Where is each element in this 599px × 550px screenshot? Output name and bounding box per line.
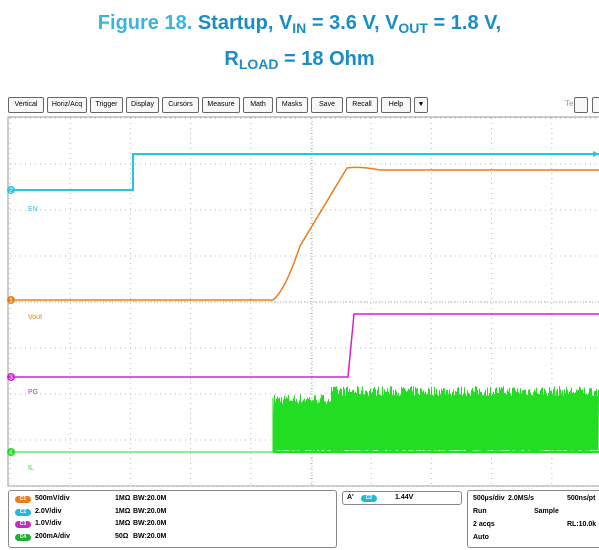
title-sub: LOAD (239, 56, 279, 72)
title-part: Startup, V (198, 12, 292, 34)
title-line2: RLOAD = 18 Ohm (0, 48, 599, 72)
channel-badge: C2 (15, 509, 31, 516)
title-part: R (224, 48, 238, 70)
menu-button[interactable]: Save (311, 97, 343, 113)
channel-badge: C1 (15, 496, 31, 503)
trigger-box: A' C2 1.44V (342, 491, 462, 505)
channel-marker-label: 2 (9, 188, 13, 195)
channel-impedance: 1MΩ (115, 520, 130, 527)
channel-bandwidth: BW:20.0M (133, 520, 166, 527)
channel-scale: 1.0V/div (35, 520, 61, 527)
channel-badge: C3 (15, 521, 31, 528)
menu-button[interactable]: Cursors (162, 97, 199, 113)
timebase-record: RL:10.0k (567, 521, 596, 528)
menu-button[interactable]: Recall (346, 97, 378, 113)
title-sub: OUT (398, 20, 428, 36)
timebase-state: Run (473, 508, 487, 515)
channel-label: PG (28, 389, 38, 396)
channel-label: IL (28, 465, 34, 472)
channel-bandwidth: BW:20.0M (133, 495, 166, 502)
title-part: = 18 Ohm (278, 48, 374, 70)
title-part: = 1.8 V, (428, 12, 501, 34)
menu-button[interactable]: Masks (276, 97, 308, 113)
timebase-rate: 2.0MS/s (508, 495, 534, 502)
channel-label: EN (28, 206, 38, 213)
channel-impedance: 50Ω (115, 533, 128, 540)
menu-button[interactable]: Vertical (8, 97, 44, 113)
channel-scale: 200mA/div (35, 533, 70, 540)
menu-button[interactable]: Display (126, 97, 159, 113)
channel-impedance: 1MΩ (115, 495, 130, 502)
timebase-acqs: 2 acqs (473, 521, 495, 528)
title-sub: IN (292, 20, 306, 36)
figure-number: Figure 18. (98, 12, 192, 34)
timebase-scale: 500µs/div (473, 495, 505, 502)
menu-button[interactable]: Trigger (90, 97, 123, 113)
menu-button[interactable]: Math (243, 97, 273, 113)
channel-marker-label: 3 (9, 375, 13, 382)
title-line1: Figure 18. Startup, VIN = 3.6 V, VOUT = … (0, 12, 599, 36)
trigger-channel: C2 (361, 495, 377, 502)
timebase-mode: Sample (534, 508, 559, 515)
channel-marker-label: 4 (9, 450, 13, 457)
trigger-level: 1.44V (395, 494, 413, 501)
channel-marker-label: 1 (9, 298, 13, 305)
page: Figure 18. Startup, VIN = 3.6 V, VOUT = … (0, 0, 599, 550)
channel-label: Vout (28, 314, 42, 321)
menu-button[interactable]: Help (381, 97, 411, 113)
channel-bandwidth: BW:20.0M (133, 508, 166, 515)
channel-impedance: 1MΩ (115, 508, 130, 515)
channel-scale: 2.0V/div (35, 508, 61, 515)
scope-screen: 2 EN 1 Vout 3 PG 4 IL (0, 116, 599, 488)
menu-button[interactable]: ▼ (414, 97, 428, 113)
menu-button[interactable]: Measure (202, 97, 240, 113)
title-part: = 3.6 V, V (306, 12, 398, 34)
channel-scale: 500mV/div (35, 495, 70, 502)
timebase-trigger-mode: Auto (473, 534, 489, 541)
close-button[interactable] (592, 97, 599, 113)
minimize-button[interactable] (574, 97, 588, 113)
timebase-resolution: 500ns/pt (567, 495, 595, 502)
trigger-source: A' (347, 494, 354, 501)
channel-badge: C4 (15, 534, 31, 541)
menu-button[interactable]: Horiz/Acq (47, 97, 87, 113)
channel-bandwidth: BW:20.0M (133, 533, 166, 540)
